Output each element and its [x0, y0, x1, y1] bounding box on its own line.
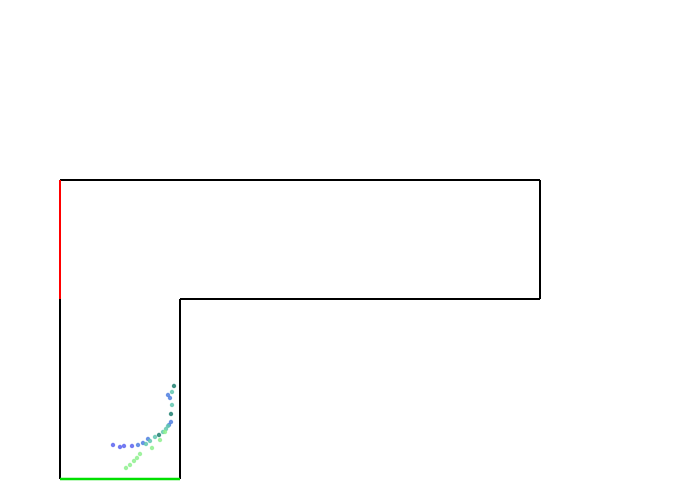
agent-point — [135, 442, 141, 448]
agent-point — [157, 437, 163, 443]
agent-point — [152, 434, 158, 440]
agent-points — [110, 383, 177, 471]
agent-point — [156, 432, 162, 438]
agent-point — [110, 442, 116, 448]
agent-point — [169, 389, 175, 395]
agent-point — [169, 402, 175, 408]
agent-point — [117, 444, 123, 450]
agent-point — [171, 383, 177, 389]
agent-point — [162, 429, 168, 435]
agent-point — [165, 423, 171, 429]
agent-point — [168, 411, 174, 417]
agent-point — [129, 443, 135, 449]
agent-point — [127, 462, 133, 468]
agent-point — [121, 443, 127, 449]
agent-point — [143, 441, 149, 447]
agent-point — [134, 455, 140, 461]
maze-walls — [59, 179, 541, 479]
agent-point — [165, 392, 171, 398]
agent-point — [147, 438, 153, 444]
agent-point — [123, 465, 129, 471]
agent-point — [149, 445, 155, 451]
agent-point — [131, 458, 137, 464]
agent-point — [168, 419, 174, 425]
agent-point — [137, 451, 143, 457]
